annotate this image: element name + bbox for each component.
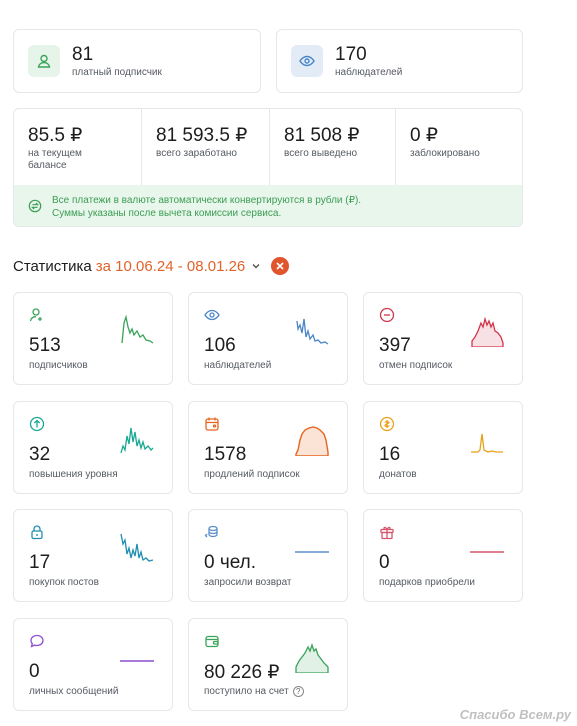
watermark: Спасибо Всем.ру xyxy=(459,707,571,722)
clear-range-button[interactable] xyxy=(271,257,290,275)
stat-label-text: подписчиков xyxy=(29,360,88,371)
sparkline xyxy=(295,426,329,456)
stat-tile: 0 чел. запросили возврат xyxy=(188,509,348,602)
statistics-title: Статистика xyxy=(13,257,92,275)
stat-tile: 0 подарков приобрели xyxy=(363,509,523,602)
refund-icon xyxy=(204,524,220,540)
balance-current-value: 85.5 ₽ xyxy=(28,125,83,146)
stat-label: подарков приобрели xyxy=(379,577,475,588)
stat-label-text: донатов xyxy=(379,469,417,480)
stat-value: 16 xyxy=(379,444,401,465)
paid-subscribers-count: 81 xyxy=(72,44,94,65)
stat-label-text: подарков приобрели xyxy=(379,577,475,588)
stat-label: продлений подписок xyxy=(204,469,300,480)
gift-icon xyxy=(379,524,395,540)
balance-blocked: 0 ₽ заблокировано xyxy=(396,109,522,185)
watchers-label: наблюдателей xyxy=(335,67,403,78)
user-plus-icon xyxy=(29,307,45,323)
sparkline xyxy=(471,433,503,453)
balance-blocked-value: 0 ₽ xyxy=(410,125,438,146)
currency-note: Все платежи в валюте автоматически конве… xyxy=(14,185,522,226)
lock-icon xyxy=(29,524,45,540)
balance-blocked-label: заблокировано xyxy=(410,148,480,159)
minus-circle-icon xyxy=(379,307,395,323)
balance-withdrawn-value: 81 508 ₽ xyxy=(284,125,360,146)
stat-label-text: личных сообщений xyxy=(29,686,119,697)
eye-icon xyxy=(291,45,323,77)
paid-subscribers-card: 81 платный подписчик xyxy=(13,29,261,93)
stat-label: отмен подписок xyxy=(379,360,452,371)
calendar-wallet-icon xyxy=(204,416,220,432)
balance-current-label: на текущем балансе xyxy=(28,148,82,171)
stat-tile: 106 наблюдателей xyxy=(188,292,348,385)
paid-subscribers-label: платный подписчик xyxy=(72,67,162,78)
stat-value: 0 xyxy=(29,661,40,682)
sparkline xyxy=(470,551,504,553)
stat-tile: 513 подписчиков xyxy=(13,292,173,385)
balance-panel: 85.5 ₽ на текущем балансе 81 593.5 ₽ все… xyxy=(13,108,523,227)
balance-earned: 81 593.5 ₽ всего заработано xyxy=(142,109,270,185)
stat-label: поступило на счет? xyxy=(204,686,304,697)
sparkline xyxy=(296,318,329,345)
sparkline xyxy=(471,316,504,347)
watchers-card: 170 наблюдателей xyxy=(276,29,523,93)
stat-value: 106 xyxy=(204,335,236,356)
chevron-down-icon[interactable] xyxy=(251,258,261,275)
stat-label-text: запросили возврат xyxy=(204,577,292,588)
stat-label: запросили возврат xyxy=(204,577,292,588)
stat-label: повышения уровня xyxy=(29,469,118,480)
balance-withdrawn: 81 508 ₽ всего выведено xyxy=(270,109,396,185)
stat-label-text: повышения уровня xyxy=(29,469,118,480)
stat-label: наблюдателей xyxy=(204,360,271,371)
sparkline xyxy=(120,427,154,454)
stat-label-text: покупок постов xyxy=(29,577,99,588)
sparkline xyxy=(121,314,154,344)
stat-value: 397 xyxy=(379,335,411,356)
stat-value: 0 xyxy=(379,552,390,573)
stat-value: 32 xyxy=(29,444,51,465)
currency-note-line1: Все платежи в валюте автоматически конве… xyxy=(52,195,362,206)
sparkline xyxy=(120,660,154,662)
coin-icon xyxy=(379,416,395,432)
stat-label: личных сообщений xyxy=(29,686,118,697)
balance-current: 85.5 ₽ на текущем балансе xyxy=(14,109,142,185)
arrow-up-circle-icon xyxy=(29,416,45,432)
stat-label-text: продлений подписок xyxy=(204,469,300,480)
stat-label: покупок постов xyxy=(29,577,99,588)
stat-tile: 17 покупок постов xyxy=(13,509,173,602)
stat-value: 1578 xyxy=(204,444,247,465)
stat-value: 0 чел. xyxy=(204,552,257,573)
help-icon[interactable]: ? xyxy=(292,686,304,697)
balance-withdrawn-label: всего выведено xyxy=(284,148,358,159)
wallet-icon xyxy=(204,633,220,649)
stat-tile: 80 226 ₽ поступило на счет? xyxy=(188,618,348,711)
stat-label-text: поступило на счет xyxy=(204,686,289,697)
stat-label-text: наблюдателей xyxy=(204,360,272,371)
stat-value: 513 xyxy=(29,335,61,356)
stat-label: донатов xyxy=(379,469,417,480)
sparkline xyxy=(295,551,329,553)
stat-tile: 397 отмен подписок xyxy=(363,292,523,385)
stat-label-text: отмен подписок xyxy=(379,360,453,371)
date-range-selector[interactable]: за 10.06.24 - 08.01.26 xyxy=(95,257,246,275)
stat-label: подписчиков xyxy=(29,360,88,371)
sparkline xyxy=(295,642,329,673)
exchange-icon xyxy=(28,199,42,218)
user-icon xyxy=(28,45,60,77)
stat-tile: 16 донатов xyxy=(363,401,523,494)
watchers-count: 170 xyxy=(335,44,367,65)
stat-tile: 0 личных сообщений xyxy=(13,618,173,711)
currency-note-line2: Суммы указаны после вычета комиссии серв… xyxy=(52,208,282,219)
statistics-header: Статистика за 10.06.24 - 08.01.26 xyxy=(13,257,290,275)
stat-tile: 32 повышения уровня xyxy=(13,401,173,494)
eye-icon xyxy=(204,307,220,323)
stat-tile: 1578 продлений подписок xyxy=(188,401,348,494)
balance-earned-label: всего заработано xyxy=(156,148,237,159)
sparkline xyxy=(120,533,154,562)
stat-value: 80 226 ₽ xyxy=(204,662,280,683)
stat-value: 17 xyxy=(29,552,51,573)
balance-earned-value: 81 593.5 ₽ xyxy=(156,125,248,146)
chat-icon xyxy=(29,633,45,649)
